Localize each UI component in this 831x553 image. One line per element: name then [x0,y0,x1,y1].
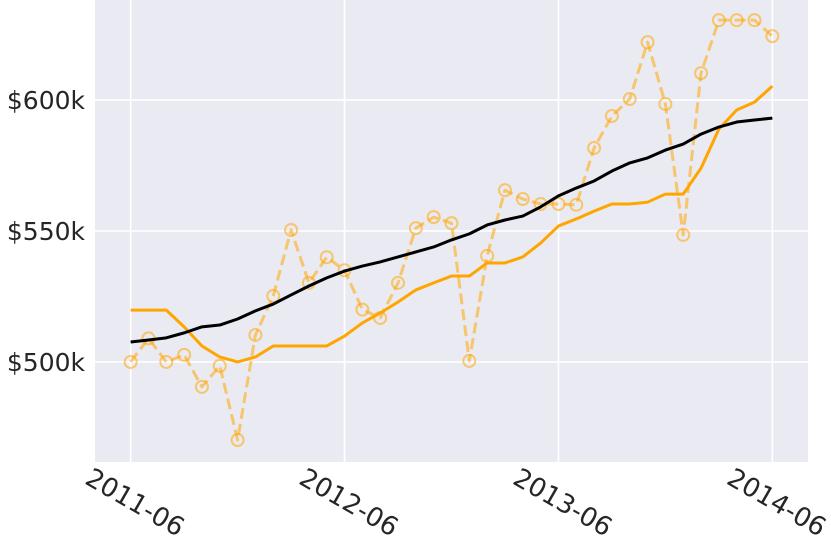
point [194,379,209,394]
point [284,222,299,237]
point [123,354,138,369]
point [266,288,281,303]
point [319,250,334,265]
point [426,210,441,225]
point [515,192,530,207]
y-tick-label: $600k [7,86,86,115]
point [747,13,762,28]
point [177,347,192,362]
line [130,85,774,364]
point [604,109,619,124]
x-tick-label: 2012-06 [294,463,403,543]
point [408,221,423,236]
x-tick-label: 2013-06 [508,463,617,543]
point [658,96,673,111]
line [130,116,773,344]
point [587,140,602,155]
point [212,358,227,373]
point [391,275,406,290]
point [569,197,584,212]
line [129,18,774,442]
point [551,197,566,212]
point [355,302,370,317]
point [497,183,512,198]
point [765,29,780,44]
point [622,92,637,106]
point [711,13,726,28]
point [248,327,263,342]
point [676,227,691,242]
y-tick-label: $500k [7,348,86,377]
x-tick-label: 2014-06 [722,463,831,543]
point [640,35,655,50]
point [462,353,477,368]
point [230,433,245,447]
point [444,216,459,231]
point [159,354,174,369]
y-tick-label: $550k [7,217,86,246]
x-tick-label: 2011-06 [80,463,189,543]
point [729,13,744,28]
point [694,66,709,81]
